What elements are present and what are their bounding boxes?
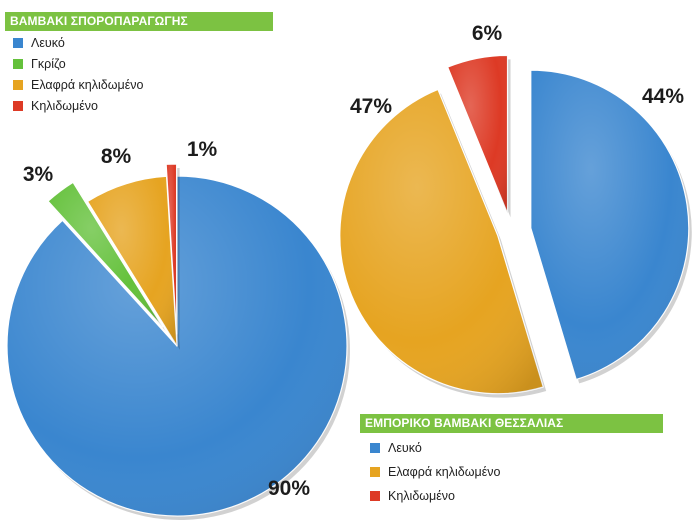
legend-swatch-spotted [370,491,380,501]
data-label-white: 44% [642,85,684,108]
legend-label-white: Λευκό [388,441,422,455]
legend-item-white: Λευκό [5,34,273,52]
chart-cotton-seed-production: 90% 3% 8% 1% [6,138,351,520]
legend-label-spotted: Κηλιδωμένο [388,489,456,503]
legend-label-lightly-spotted: Ελαφρά κηλιδωμένο [31,78,144,92]
data-label-grey: 3% [23,163,54,186]
data-label-spotted: 1% [187,138,218,161]
legend-commercial-cotton-thessaly: ΕΜΠΟΡΙΚΟ ΒΑΜΒΑΚΙ ΘΕΣΣΑΛΙΑΣ Λευκό Ελαφρά … [360,414,663,505]
legend-cotton-seed-production: ΒΑΜΒΑΚΙ ΣΠΟΡΟΠΑΡΑΓΩΓΗΣ Λευκό Γκρίζο Ελαφ… [5,12,273,115]
legend-item-lightly-spotted: Ελαφρά κηλιδωμένο [5,76,273,94]
legend-item-grey: Γκρίζο [5,55,273,73]
data-label-spotted: 6% [472,22,503,45]
legend-swatch-grey [13,59,23,69]
legend-label-white: Λευκό [31,36,65,50]
legend-label-spotted: Κηλιδωμένο [31,99,99,113]
legend-item-spotted: Κηλιδωμένο [360,487,663,505]
legend-label-grey: Γκρίζο [31,57,66,71]
slice-highlight-white [530,70,689,380]
legend-item-spotted: Κηλιδωμένο [5,97,273,115]
legend-title: ΒΑΜΒΑΚΙ ΣΠΟΡΟΠΑΡΑΓΩΓΗΣ [5,12,273,31]
legend-label-lightly-spotted: Ελαφρά κηλιδωμένο [388,465,501,479]
data-label-white: 90% [268,477,310,500]
legend-swatch-white [13,38,23,48]
slice-highlight-spotted [166,164,177,335]
legend-item-lightly-spotted: Ελαφρά κηλιδωμένο [360,463,663,481]
slice-highlight-lightly-spotted [87,176,177,346]
slice-highlight-spotted [447,55,508,214]
legend-swatch-white [370,443,380,453]
legend-item-white: Λευκό [360,439,663,457]
legend-swatch-spotted [13,101,23,111]
data-label-lightly-spotted: 47% [350,95,392,118]
slice-highlight-grey [48,182,163,327]
legend-swatch-lightly-spotted [370,467,380,477]
slice-highlight-lightly-spotted [339,89,544,394]
legend-title: ΕΜΠΟΡΙΚΟ ΒΑΜΒΑΚΙ ΘΕΣΣΑΛΙΑΣ [360,414,663,433]
legend-swatch-lightly-spotted [13,80,23,90]
data-label-lightly-spotted: 8% [101,145,132,168]
chart-commercial-cotton-thessaly: 44% 47% 6% [339,22,692,398]
